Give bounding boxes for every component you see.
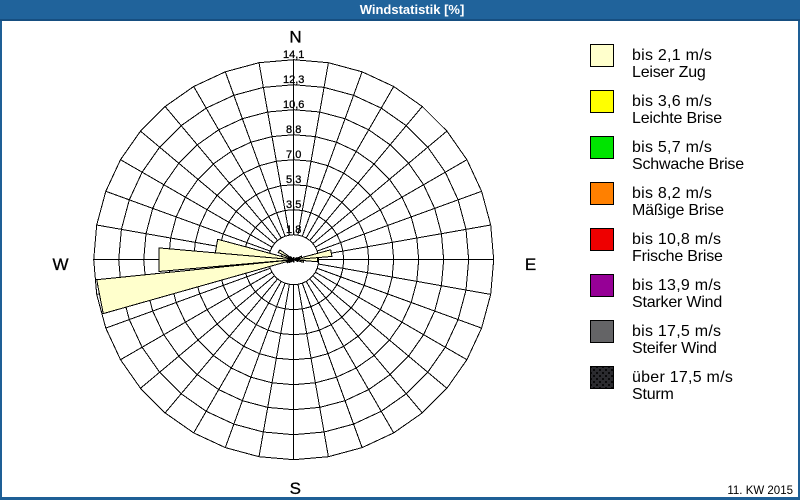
svg-text:N: N bbox=[289, 28, 301, 47]
svg-text:3,5: 3,5 bbox=[286, 199, 301, 211]
svg-text:12,3: 12,3 bbox=[283, 74, 304, 86]
svg-text:14,1: 14,1 bbox=[283, 49, 304, 61]
svg-text:W: W bbox=[52, 255, 68, 274]
svg-text:8,8: 8,8 bbox=[286, 124, 301, 136]
svg-text:1,8: 1,8 bbox=[286, 224, 301, 236]
svg-text:5,3: 5,3 bbox=[286, 174, 301, 186]
svg-text:S: S bbox=[290, 479, 301, 498]
svg-text:7,0: 7,0 bbox=[286, 149, 301, 161]
svg-text:10,6: 10,6 bbox=[283, 99, 304, 111]
svg-text:E: E bbox=[525, 255, 536, 274]
